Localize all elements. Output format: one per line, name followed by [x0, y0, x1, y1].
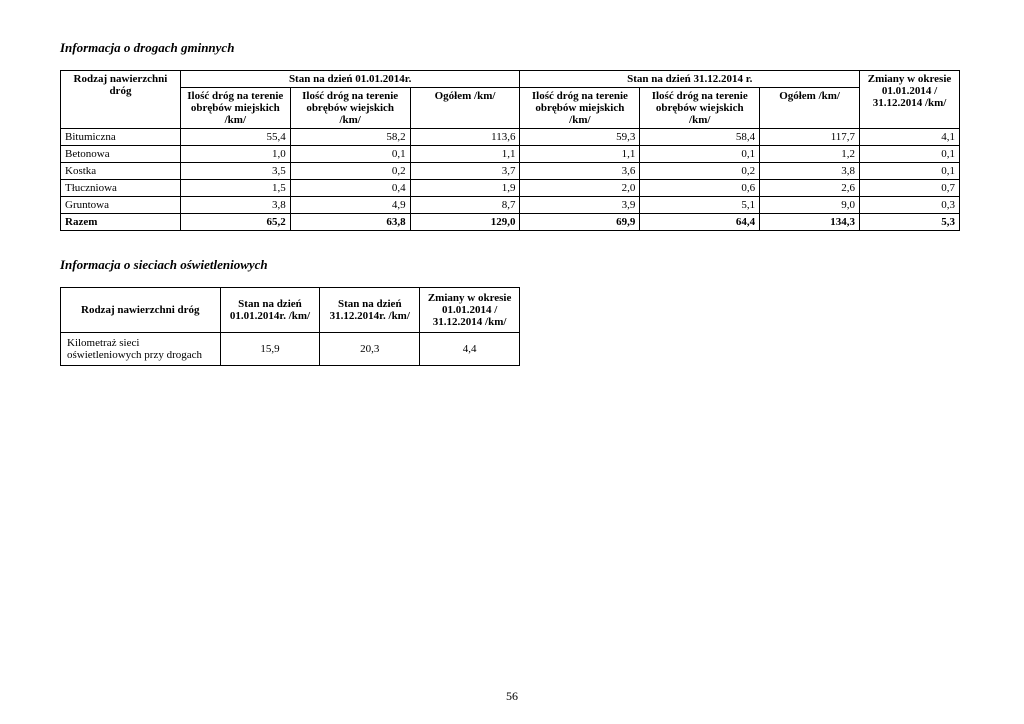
col-c6: Ogółem /km/ — [760, 88, 860, 129]
table-row: Kostka 3,5 0,2 3,7 3,6 0,2 3,8 0,1 — [61, 163, 960, 180]
cell: 59,3 — [520, 129, 640, 146]
cell: 1,0 — [180, 146, 290, 163]
roads-table: Rodzaj nawierzchni dróg Stan na dzień 01… — [60, 70, 960, 231]
cell: 8,7 — [410, 197, 520, 214]
cell: 3,8 — [760, 163, 860, 180]
table-row-total: Razem 65,2 63,8 129,0 69,9 64,4 134,3 5,… — [61, 214, 960, 231]
cell: 0,1 — [290, 146, 410, 163]
table-row: Gruntowa 3,8 4,9 8,7 3,9 5,1 9,0 0,3 — [61, 197, 960, 214]
cell: 117,7 — [760, 129, 860, 146]
row-label: Tłuczniowa — [61, 180, 181, 197]
cell: 113,6 — [410, 129, 520, 146]
col-c4: Ilość dróg na terenie obrębów miejskich … — [520, 88, 640, 129]
roads-tbody: Bitumiczna 55,4 58,2 113,6 59,3 58,4 117… — [61, 129, 960, 231]
cell: 65,2 — [180, 214, 290, 231]
table-row: Kilometraż sieci oświetleniowych przy dr… — [61, 333, 520, 366]
col-c2: Ilość dróg na terenie obrębów wiejskich … — [290, 88, 410, 129]
col-zmiany: Zmiany w okresie 01.01.2014 / 31.12.2014… — [860, 71, 960, 129]
cell: 9,0 — [760, 197, 860, 214]
cell: 3,6 — [520, 163, 640, 180]
cell: 134,3 — [760, 214, 860, 231]
section1-title: Informacja o drogach gminnych — [60, 40, 964, 56]
row-label: Kostka — [61, 163, 181, 180]
cell: 1,2 — [760, 146, 860, 163]
cell: 58,4 — [640, 129, 760, 146]
cell: 1,1 — [410, 146, 520, 163]
page-number: 56 — [0, 689, 1024, 704]
cell: 0,7 — [860, 180, 960, 197]
cell: 0,1 — [860, 163, 960, 180]
cell: 20,3 — [320, 333, 420, 366]
cell: 69,9 — [520, 214, 640, 231]
cell: 129,0 — [410, 214, 520, 231]
section2-title: Informacja o sieciach oświetleniowych — [60, 257, 964, 273]
cell: 1,1 — [520, 146, 640, 163]
row-label: Bitumiczna — [61, 129, 181, 146]
cell: 0,2 — [640, 163, 760, 180]
cell: 5,1 — [640, 197, 760, 214]
cell: 1,5 — [180, 180, 290, 197]
col-s1: Stan na dzień 01.01.2014r. /km/ — [220, 288, 320, 333]
lighting-table: Rodzaj nawierzchni dróg Stan na dzień 01… — [60, 287, 520, 366]
col-group1: Stan na dzień 01.01.2014r. — [180, 71, 520, 88]
cell: 2,0 — [520, 180, 640, 197]
col-rowhead: Rodzaj nawierzchni dróg — [61, 71, 181, 129]
cell: 5,3 — [860, 214, 960, 231]
cell: 1,9 — [410, 180, 520, 197]
table-row: Tłuczniowa 1,5 0,4 1,9 2,0 0,6 2,6 0,7 — [61, 180, 960, 197]
cell: 55,4 — [180, 129, 290, 146]
col-s0: Rodzaj nawierzchni dróg — [61, 288, 221, 333]
cell: 3,9 — [520, 197, 640, 214]
cell: 0,1 — [860, 146, 960, 163]
cell: 4,9 — [290, 197, 410, 214]
col-c5: Ilość dróg na terenie obrębów wiejskich … — [640, 88, 760, 129]
col-s3: Zmiany w okresie 01.01.2014 / 31.12.2014… — [420, 288, 520, 333]
cell: 0,6 — [640, 180, 760, 197]
cell: 3,7 — [410, 163, 520, 180]
cell: 15,9 — [220, 333, 320, 366]
cell: 0,1 — [640, 146, 760, 163]
table-row: Betonowa 1,0 0,1 1,1 1,1 0,1 1,2 0,1 — [61, 146, 960, 163]
col-s2: Stan na dzień 31.12.2014r. /km/ — [320, 288, 420, 333]
cell: 4,1 — [860, 129, 960, 146]
row-label: Gruntowa — [61, 197, 181, 214]
cell: 0,2 — [290, 163, 410, 180]
table-row: Bitumiczna 55,4 58,2 113,6 59,3 58,4 117… — [61, 129, 960, 146]
col-c3: Ogółem /km/ — [410, 88, 520, 129]
cell: 0,4 — [290, 180, 410, 197]
col-group2: Stan na dzień 31.12.2014 r. — [520, 71, 860, 88]
cell: 0,3 — [860, 197, 960, 214]
col-c1: Ilość dróg na terenie obrębów miejskich … — [180, 88, 290, 129]
row-label: Kilometraż sieci oświetleniowych przy dr… — [61, 333, 221, 366]
cell: 3,5 — [180, 163, 290, 180]
cell: 63,8 — [290, 214, 410, 231]
cell: 4,4 — [420, 333, 520, 366]
row-label: Betonowa — [61, 146, 181, 163]
cell: 58,2 — [290, 129, 410, 146]
row-label: Razem — [61, 214, 181, 231]
cell: 2,6 — [760, 180, 860, 197]
cell: 3,8 — [180, 197, 290, 214]
cell: 64,4 — [640, 214, 760, 231]
